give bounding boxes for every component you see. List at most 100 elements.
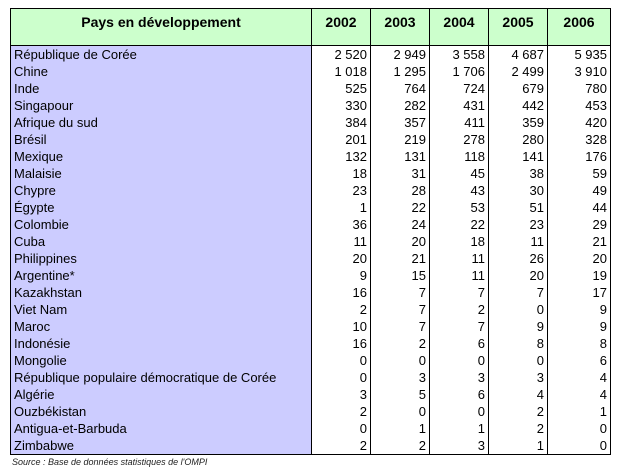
table-row: Maroc 10 7 7 9 9 <box>10 318 611 335</box>
country-cell: Argentine* <box>10 267 312 284</box>
value-cell: 176 <box>547 148 611 165</box>
value-cell: 7 <box>488 284 548 301</box>
value-cell: 7 <box>370 284 430 301</box>
table-row: Chypre 23 28 43 30 49 <box>10 182 611 199</box>
value-cell: 11 <box>488 233 548 250</box>
country-cell: Colombie <box>10 216 312 233</box>
table-row: Inde 525 764 724 679 780 <box>10 80 611 97</box>
value-cell: 11 <box>429 267 489 284</box>
country-cell: Antigua-et-Barbuda <box>10 420 312 437</box>
value-cell: 11 <box>429 250 489 267</box>
value-cell: 29 <box>547 216 611 233</box>
country-cell: Cuba <box>10 233 312 250</box>
header-row: Pays en développement 2002 2003 2004 2005 20… <box>10 8 611 46</box>
value-cell: 8 <box>547 335 611 352</box>
value-cell: 3 <box>370 369 430 386</box>
value-cell: 23 <box>488 216 548 233</box>
country-cell: Viet Nam <box>10 301 312 318</box>
value-cell: 21 <box>370 250 430 267</box>
table-row: Viet Nam 2 7 2 0 9 <box>10 301 611 318</box>
value-cell: 2 <box>488 403 548 420</box>
value-cell: 20 <box>488 267 548 284</box>
table-row: Philippines 20 21 11 26 20 <box>10 250 611 267</box>
value-cell: 525 <box>311 80 371 97</box>
value-cell: 5 <box>370 386 430 403</box>
value-cell: 26 <box>488 250 548 267</box>
value-cell: 132 <box>311 148 371 165</box>
country-column-header: Pays en développement <box>10 8 312 46</box>
country-cell: Égypte <box>10 199 312 216</box>
value-cell: 2 <box>311 437 371 455</box>
value-cell: 9 <box>547 318 611 335</box>
value-cell: 59 <box>547 165 611 182</box>
table-row: Indonésie 16 2 6 8 8 <box>10 335 611 352</box>
value-cell: 10 <box>311 318 371 335</box>
table-row: Colombie 36 24 22 23 29 <box>10 216 611 233</box>
country-cell: Maroc <box>10 318 312 335</box>
value-cell: 724 <box>429 80 489 97</box>
value-cell: 1 018 <box>311 63 371 80</box>
value-cell: 4 <box>547 386 611 403</box>
value-cell: 11 <box>311 233 371 250</box>
value-cell: 420 <box>547 114 611 131</box>
year-header: 2002 <box>311 8 371 46</box>
country-cell: Kazakhstan <box>10 284 312 301</box>
value-cell: 4 687 <box>488 45 548 63</box>
country-cell: Philippines <box>10 250 312 267</box>
value-cell: 0 <box>488 301 548 318</box>
value-cell: 2 <box>370 335 430 352</box>
value-cell: 280 <box>488 131 548 148</box>
value-cell: 43 <box>429 182 489 199</box>
value-cell: 0 <box>311 369 371 386</box>
value-cell: 0 <box>429 352 489 369</box>
value-cell: 3 910 <box>547 63 611 80</box>
value-cell: 411 <box>429 114 489 131</box>
value-cell: 7 <box>429 318 489 335</box>
value-cell: 20 <box>547 250 611 267</box>
value-cell: 20 <box>311 250 371 267</box>
value-cell: 17 <box>547 284 611 301</box>
country-cell: République populaire démocratique de Cor… <box>10 369 312 386</box>
table-body: République de Corée 2 520 2 949 3 558 4 687 5… <box>10 45 611 455</box>
value-cell: 0 <box>311 420 371 437</box>
country-cell: Chypre <box>10 182 312 199</box>
value-cell: 22 <box>370 199 430 216</box>
value-cell: 3 <box>488 369 548 386</box>
value-cell: 18 <box>429 233 489 250</box>
value-cell: 9 <box>547 301 611 318</box>
value-cell: 16 <box>311 284 371 301</box>
year-header: 2003 <box>370 8 430 46</box>
value-cell: 7 <box>429 284 489 301</box>
table-row: Ouzbékistan 2 0 0 2 1 <box>10 403 611 420</box>
value-cell: 442 <box>488 97 548 114</box>
country-cell: Brésil <box>10 131 312 148</box>
value-cell: 431 <box>429 97 489 114</box>
table-row: Malaisie 18 31 45 38 59 <box>10 165 611 182</box>
table-row: Singapour 330 282 431 442 453 <box>10 97 611 114</box>
value-cell: 1 <box>547 403 611 420</box>
value-cell: 359 <box>488 114 548 131</box>
value-cell: 2 <box>311 301 371 318</box>
value-cell: 0 <box>429 403 489 420</box>
value-cell: 51 <box>488 199 548 216</box>
value-cell: 118 <box>429 148 489 165</box>
value-cell: 2 520 <box>311 45 371 63</box>
table-row: Antigua-et-Barbuda 0 1 1 2 0 <box>10 420 611 437</box>
table-row: Kazakhstan 16 7 7 7 17 <box>10 284 611 301</box>
value-cell: 7 <box>370 301 430 318</box>
value-cell: 36 <box>311 216 371 233</box>
value-cell: 23 <box>311 182 371 199</box>
value-cell: 21 <box>547 233 611 250</box>
table-row: République populaire démocratique de Cor… <box>10 369 611 386</box>
value-cell: 0 <box>547 437 611 455</box>
table-container: Pays en développement 2002 2003 2004 2005 20… <box>10 8 611 455</box>
value-cell: 219 <box>370 131 430 148</box>
value-cell: 2 <box>429 301 489 318</box>
value-cell: 1 <box>488 437 548 455</box>
value-cell: 4 <box>547 369 611 386</box>
country-cell: Afrique du sud <box>10 114 312 131</box>
value-cell: 764 <box>370 80 430 97</box>
table-row: Cuba 11 20 18 11 21 <box>10 233 611 250</box>
value-cell: 282 <box>370 97 430 114</box>
country-cell: Chine <box>10 63 312 80</box>
